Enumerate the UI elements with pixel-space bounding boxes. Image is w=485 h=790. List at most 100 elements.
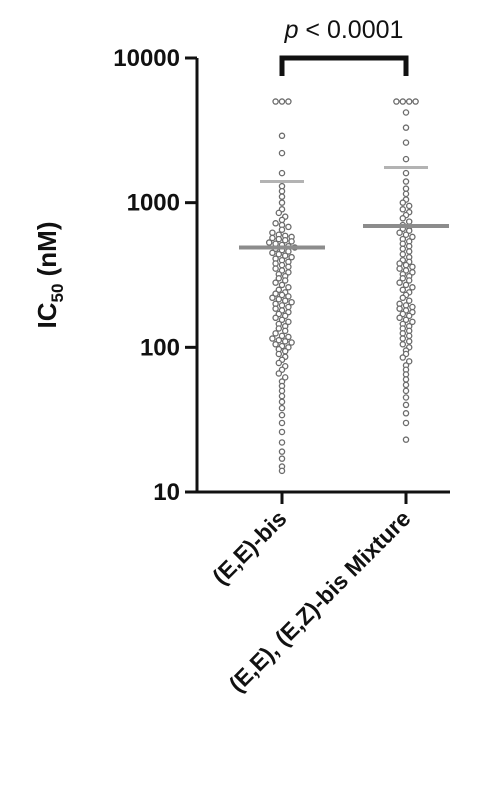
data-point: [275, 235, 283, 243]
data-point: [278, 467, 286, 475]
data-point: [285, 263, 292, 271]
data-point: [409, 303, 416, 311]
data-point: [399, 98, 407, 105]
data-point: [272, 220, 279, 227]
data-point: [272, 330, 279, 337]
data-point: [275, 209, 283, 217]
data-point: [405, 277, 413, 284]
data-point: [285, 284, 292, 291]
data-point: [393, 98, 400, 105]
y-tick-label: 10000: [113, 45, 180, 72]
data-point: [281, 374, 289, 381]
data-point: [399, 341, 407, 348]
data-point: [402, 261, 410, 269]
data-point: [409, 284, 416, 291]
data-point: [402, 185, 410, 192]
data-point: [272, 98, 279, 105]
y-axis-label-unit: (nM): [32, 221, 62, 283]
data-point: [412, 98, 419, 105]
data-point: [396, 314, 403, 322]
data-point: [278, 419, 286, 427]
data-point: [269, 249, 276, 257]
data-point: [278, 392, 286, 400]
data-point: [281, 277, 289, 284]
data-point: [285, 98, 292, 105]
data-point: [396, 260, 403, 267]
data-point: [278, 169, 286, 177]
data-point: [405, 338, 413, 345]
data-point: [288, 238, 295, 245]
data-point: [399, 275, 407, 282]
data-point: [278, 291, 286, 299]
data-point: [269, 234, 276, 242]
data-point: [278, 332, 286, 340]
data-point: [275, 325, 283, 332]
data-point: [272, 265, 279, 272]
data-point: [288, 253, 295, 261]
data-point: [405, 227, 413, 234]
data-point: [405, 297, 413, 304]
data-point: [278, 428, 286, 436]
data-point: [275, 370, 283, 377]
data-point: [399, 286, 407, 294]
data-point: [402, 419, 410, 427]
data-point: [278, 398, 286, 406]
data-point: [272, 314, 279, 322]
data-point: [399, 330, 407, 337]
data-point: [402, 401, 410, 409]
data-point: [405, 332, 413, 340]
data-point: [272, 279, 279, 286]
data-point: [278, 411, 286, 419]
svg-text:IC50 (nM): IC50 (nM): [32, 221, 67, 328]
data-point: [278, 199, 286, 206]
p-value-annotation: p < 0.0001: [284, 16, 404, 44]
data-point: [402, 387, 410, 395]
data-point: [402, 281, 410, 289]
data-point: [402, 376, 410, 383]
data-point: [278, 187, 286, 195]
significance-bracket: [279, 55, 409, 76]
data-point: [399, 294, 407, 302]
data-point: [399, 215, 407, 222]
data-point: [285, 303, 292, 311]
y-axis-label-sub: 50: [48, 284, 67, 303]
data-point: [269, 294, 276, 302]
y-tick-label: 100: [140, 334, 180, 361]
x-axis-ticks: (E,E)-bis(E,E), (E,Z)-bis Mixture: [207, 492, 416, 697]
data-point: [402, 178, 410, 185]
data-point: [399, 245, 407, 253]
data-point: [402, 394, 410, 401]
x-tick-label: (E,E)-bis: [207, 505, 291, 589]
data-point: [396, 229, 403, 236]
data-point: [281, 338, 289, 345]
p-rest: < 0.0001: [298, 16, 403, 44]
data-point: [272, 341, 279, 348]
data-point: [275, 336, 283, 344]
data-point: [405, 248, 413, 255]
data-point: [269, 335, 276, 342]
data-point: [278, 404, 286, 412]
data-points: [265, 98, 419, 475]
y-tick-label: 10: [153, 479, 180, 506]
data-point: [402, 231, 410, 239]
p-symbol: p: [284, 16, 299, 44]
data-point: [402, 109, 410, 116]
data-point: [278, 193, 286, 200]
data-point: [409, 233, 416, 241]
data-point: [285, 333, 292, 341]
y-axis-label-main: IC: [32, 302, 62, 328]
data-point: [278, 387, 286, 395]
data-point: [278, 216, 286, 224]
data-point: [396, 265, 403, 272]
data-point: [405, 202, 413, 210]
data-point: [278, 281, 286, 289]
data-point: [275, 359, 283, 367]
data-point: [281, 327, 289, 335]
data-point: [275, 275, 283, 282]
data-point: [402, 139, 410, 146]
data-point: [405, 218, 413, 225]
data-point: [409, 263, 416, 271]
data-point: [275, 350, 283, 358]
data-point: [278, 149, 286, 157]
data-point: [281, 297, 289, 304]
